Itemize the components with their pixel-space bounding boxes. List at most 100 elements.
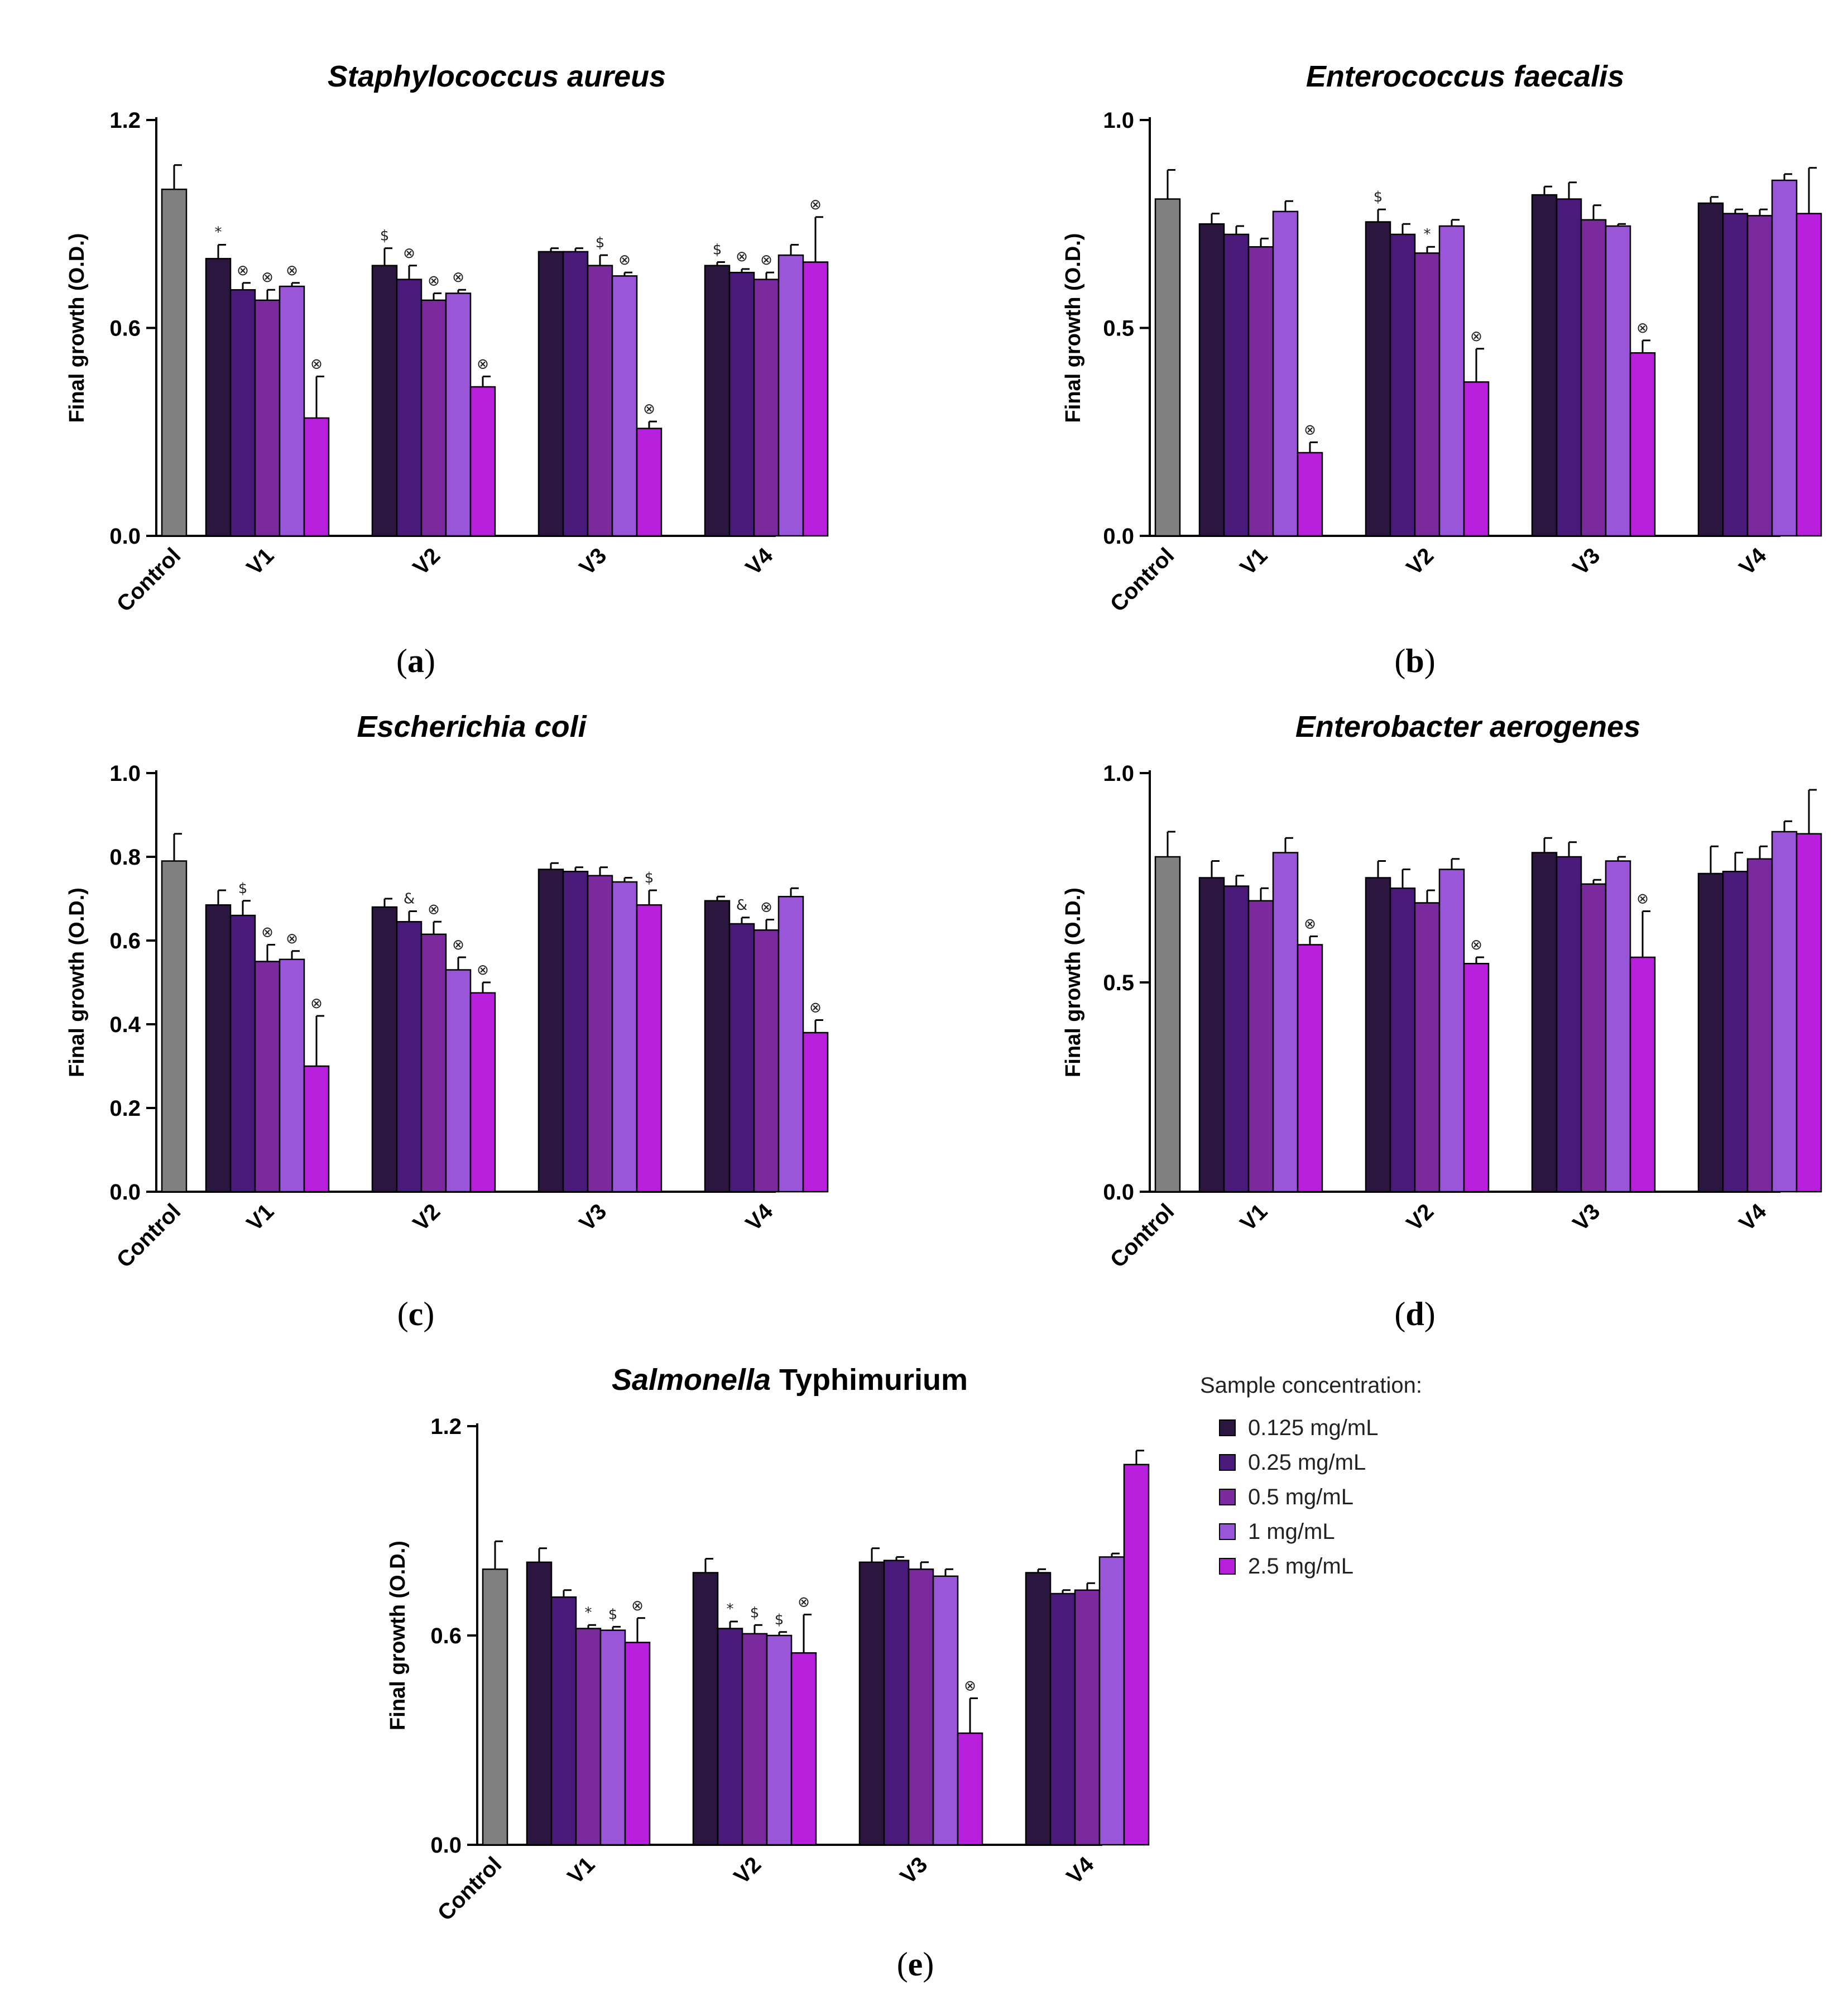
bar	[1049, 1593, 1076, 1846]
bar	[1074, 1589, 1101, 1846]
significance-mark: ⊗	[452, 269, 464, 286]
bar	[753, 929, 780, 1193]
significance-mark: ⊗	[477, 356, 489, 372]
legend-label: 0.5 mg/mL	[1248, 1484, 1353, 1509]
bar	[1098, 1556, 1125, 1846]
y-tick-label: 0.0	[1103, 1180, 1134, 1205]
bar-control	[1154, 856, 1181, 1193]
bar	[1297, 452, 1323, 537]
bar	[469, 386, 496, 537]
bar	[1463, 963, 1490, 1193]
significance-mark: ⊗	[1636, 891, 1649, 908]
bar	[624, 1642, 651, 1846]
significance-mark: ⊗	[1304, 916, 1316, 933]
significance-mark: ⊗	[237, 262, 249, 279]
bar	[692, 1572, 719, 1846]
y-tick-label: 1.0	[1103, 761, 1134, 786]
bar	[1247, 900, 1274, 1193]
bar	[611, 881, 638, 1193]
legend-swatch	[1219, 1489, 1236, 1505]
y-tick-label: 0.5	[1103, 971, 1134, 995]
bar	[1025, 1572, 1052, 1846]
chart-title-part: Staphylococcus aureus	[328, 60, 666, 93]
legend-label: 1 mg/mL	[1248, 1519, 1335, 1544]
chart-title: Staphylococcus aureus	[328, 60, 666, 93]
significance-mark: ⊗	[1470, 328, 1482, 345]
bar	[1123, 1464, 1150, 1846]
bar	[908, 1568, 934, 1846]
bar	[1389, 888, 1416, 1193]
bar	[279, 285, 305, 537]
bar	[1629, 352, 1656, 537]
bar	[229, 914, 256, 1193]
bar	[1414, 252, 1441, 537]
bar	[766, 1634, 793, 1846]
legend-item: 0.5 mg/mL	[1200, 1480, 1422, 1514]
y-tick-label: 0.5	[1103, 316, 1134, 341]
legend-swatch	[1219, 1558, 1236, 1575]
bar	[599, 1629, 626, 1846]
caption-b: (b)	[1394, 642, 1436, 679]
bar	[587, 265, 613, 537]
bar	[741, 1633, 768, 1846]
bar	[957, 1732, 983, 1846]
chart-title-part: Enterobacter aerogenes	[1295, 710, 1640, 744]
legend-swatch	[1219, 1454, 1236, 1471]
significance-mark: ⊗	[760, 252, 772, 268]
significance-mark: ⊗	[286, 930, 298, 947]
legend-title: Sample concentration:	[1200, 1373, 1423, 1398]
y-tick-label: 0.0	[109, 524, 141, 549]
bar	[562, 251, 589, 537]
bar	[883, 1560, 910, 1846]
bar	[526, 1561, 553, 1846]
significance-mark: ⊗	[631, 1598, 644, 1614]
bar	[790, 1652, 817, 1846]
bar	[1365, 877, 1391, 1193]
bar	[611, 275, 638, 537]
significance-mark: ⊗	[428, 901, 440, 918]
bar	[802, 1032, 829, 1193]
bar	[469, 992, 496, 1193]
legend-swatch	[1219, 1523, 1236, 1540]
significance-mark: ⊗	[618, 252, 631, 268]
x-tick-label: Control	[433, 1852, 507, 1926]
significance-mark: $	[750, 1604, 760, 1621]
significance-mark: ⊗	[798, 1594, 810, 1611]
chart-title: Enterococcus faecalis	[1306, 60, 1624, 93]
chart-title-part: Enterococcus faecalis	[1306, 60, 1624, 93]
y-tick-label: 1.2	[430, 1414, 462, 1439]
significance-mark: ⊗	[452, 937, 464, 953]
caption-a: (a)	[396, 642, 435, 679]
x-tick-label: V2	[729, 1852, 766, 1889]
y-tick-label: 0.4	[109, 1013, 141, 1037]
bar	[550, 1596, 577, 1846]
bar	[1463, 381, 1490, 537]
y-tick-label: 0.6	[430, 1624, 462, 1648]
bar	[303, 1065, 330, 1193]
significance-mark: $	[596, 234, 605, 251]
chart-title: Escherichia coli	[357, 710, 587, 744]
significance-mark: $	[775, 1611, 784, 1628]
significance-mark: $	[380, 228, 390, 244]
bar	[587, 875, 613, 1193]
significance-mark: ⊗	[1470, 937, 1482, 953]
legend-item: 2.5 mg/mL	[1200, 1549, 1422, 1584]
significance-mark: $	[608, 1606, 618, 1623]
significance-mark: ⊗	[310, 995, 323, 1012]
chart-title-part: Typhimurium	[771, 1363, 968, 1397]
legend-item: 0.25 mg/mL	[1200, 1445, 1422, 1480]
legend-item: 1 mg/mL	[1200, 1514, 1422, 1549]
bar	[1771, 179, 1798, 537]
significance-mark: *	[727, 1601, 734, 1618]
bar	[205, 904, 232, 1193]
significance-mark: &	[404, 891, 415, 908]
bar	[1580, 883, 1607, 1193]
significance-mark: ⊗	[736, 248, 748, 265]
bar	[1556, 856, 1582, 1193]
significance-mark: ⊗	[1304, 421, 1316, 438]
chart-title: Enterobacter aerogenes	[1295, 710, 1640, 744]
